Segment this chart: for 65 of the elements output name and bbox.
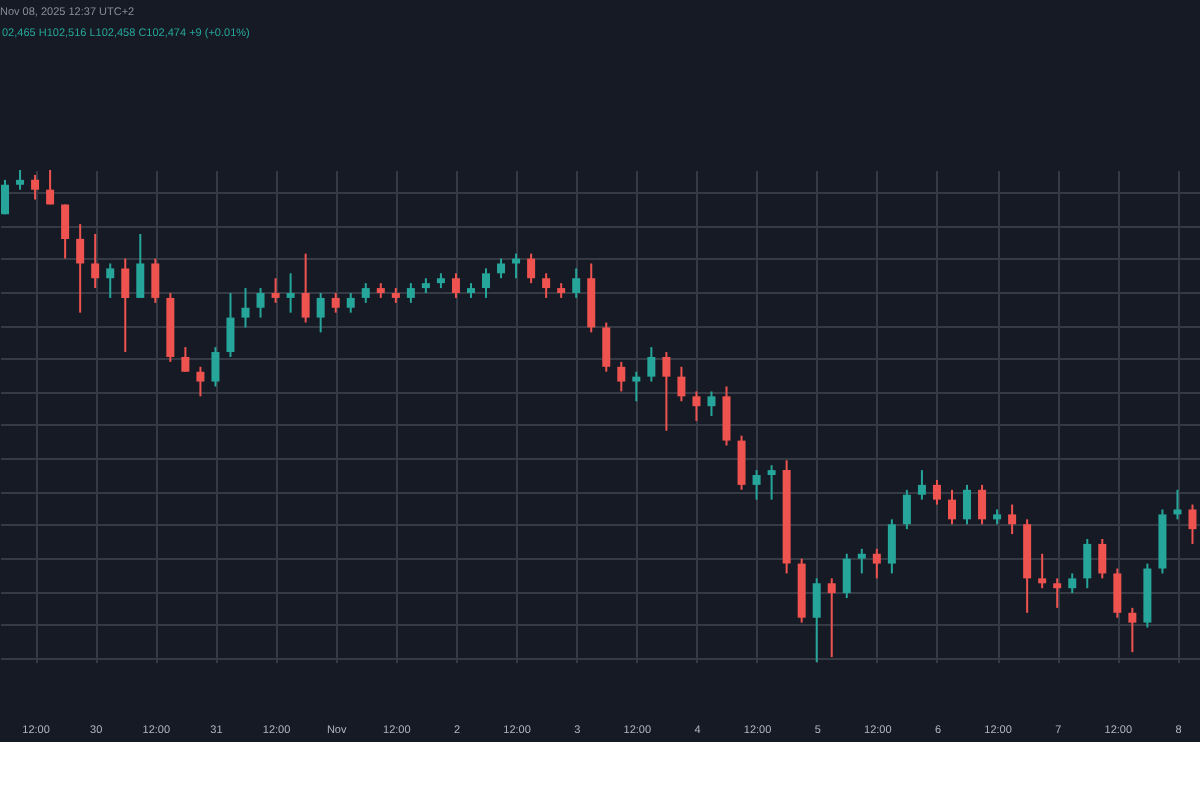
candlestick — [572, 267, 581, 299]
candlestick — [647, 346, 656, 383]
candlestick — [1098, 538, 1107, 580]
candlestick — [932, 478, 941, 506]
candlestick — [1128, 606, 1137, 654]
candlestick — [226, 292, 235, 358]
candlestick — [887, 518, 896, 575]
candlestick — [677, 365, 686, 403]
candlestick — [662, 351, 671, 432]
candlestick — [61, 203, 70, 260]
candlestick — [1188, 503, 1197, 545]
candlestick — [31, 173, 40, 201]
candlestick — [707, 390, 716, 417]
candlestick — [451, 272, 460, 299]
candlestick — [1008, 503, 1017, 536]
candlestick — [346, 292, 355, 314]
candlestick — [692, 390, 701, 422]
candlestick — [1053, 577, 1062, 609]
candlestick — [76, 223, 85, 314]
candlestick — [767, 464, 776, 501]
candlestick — [241, 287, 250, 329]
candlestick — [482, 267, 491, 299]
candlestick — [827, 577, 836, 659]
candlestick — [1068, 572, 1077, 595]
candlestick — [331, 292, 340, 314]
candlestick — [527, 252, 536, 285]
candlestick — [752, 469, 761, 501]
candlestick — [842, 552, 851, 600]
candlestick — [1, 178, 10, 216]
candlestick — [211, 346, 220, 388]
candlestick — [737, 434, 746, 491]
candlestick — [316, 292, 325, 334]
candlestick — [271, 277, 280, 304]
candlestick — [301, 252, 310, 324]
candlestick — [497, 257, 506, 280]
candlestick — [872, 547, 881, 580]
candlestick — [978, 483, 987, 526]
candlestick — [136, 232, 145, 299]
candlestick — [361, 282, 370, 304]
candlestick — [917, 469, 926, 501]
candlestick — [963, 483, 972, 526]
candlestick — [151, 257, 160, 304]
candlestick — [1038, 552, 1047, 590]
candlestick — [1113, 567, 1122, 619]
candlestick — [902, 488, 911, 531]
candlestick — [16, 169, 25, 191]
candlestick — [542, 272, 551, 299]
candlestick — [947, 488, 956, 526]
candlestick — [602, 321, 611, 373]
candlestick — [106, 262, 115, 299]
candlestick — [91, 232, 100, 290]
candlestick — [1173, 488, 1182, 521]
candlestick — [196, 365, 205, 398]
candlestick — [286, 272, 295, 314]
candlestick — [256, 287, 265, 319]
candlestick — [632, 370, 641, 403]
candlestick — [1083, 538, 1092, 590]
candlestick — [121, 257, 130, 354]
candlestick — [406, 282, 415, 304]
candlestick — [617, 360, 626, 393]
candlestick — [812, 577, 821, 663]
candlestick — [181, 346, 190, 373]
candlestick — [857, 547, 866, 575]
candlestick — [46, 169, 55, 206]
candlestick — [722, 385, 731, 447]
